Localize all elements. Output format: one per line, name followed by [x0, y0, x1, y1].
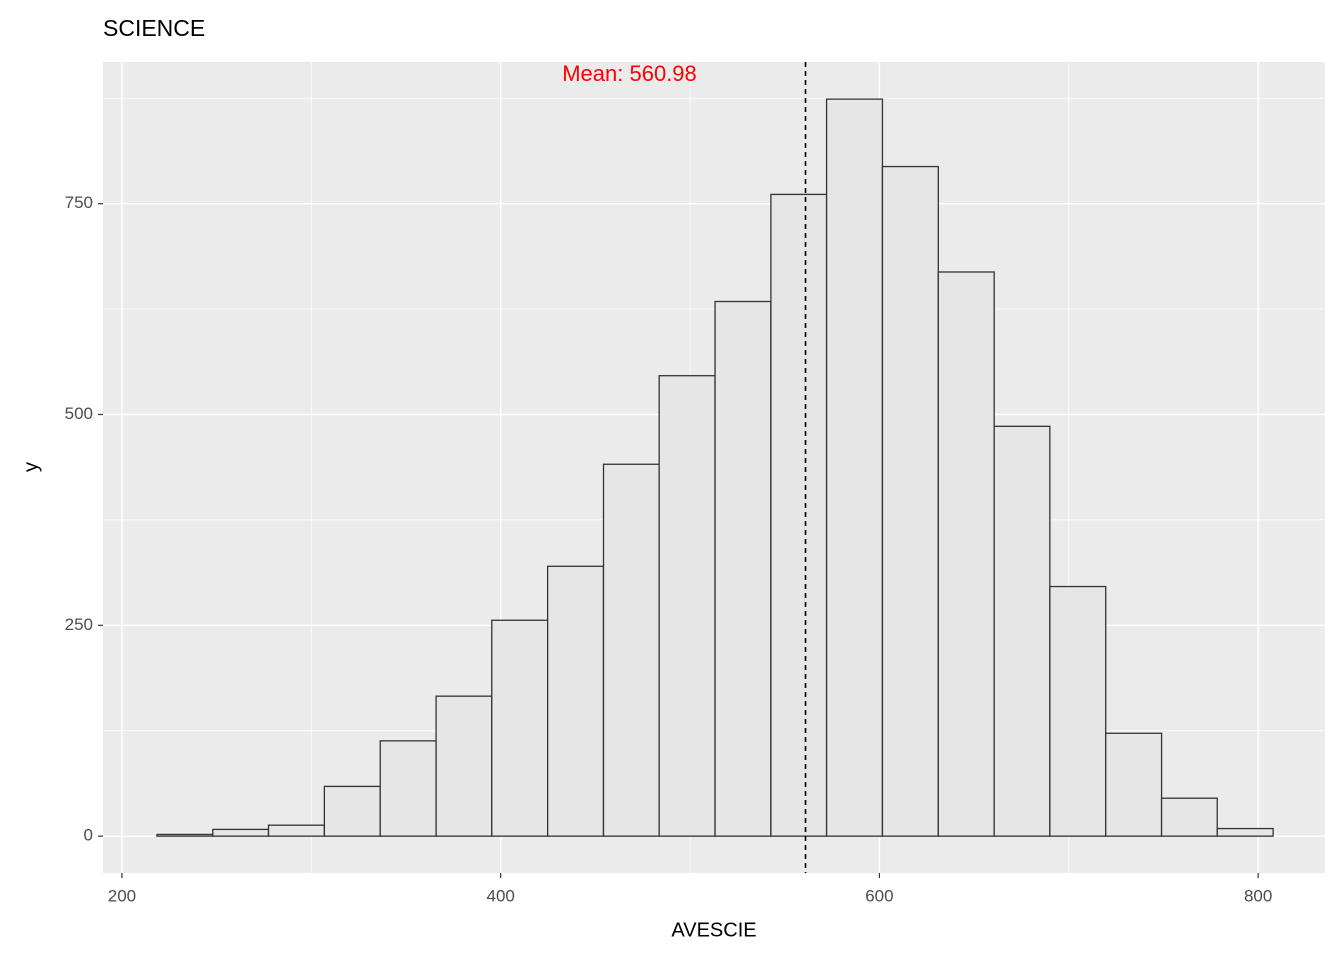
bar: [1105, 732, 1163, 837]
bar: [881, 165, 939, 837]
y-tick-label: 250: [65, 615, 93, 634]
bar: [770, 193, 828, 837]
bar: [825, 98, 884, 837]
x-tick-label: 800: [1244, 886, 1272, 905]
bar: [993, 425, 1051, 837]
bar: [937, 271, 995, 837]
y-tick-label: 500: [65, 404, 93, 423]
x-axis-title: AVESCIE: [671, 919, 756, 941]
bar: [1216, 827, 1274, 837]
bar: [156, 833, 214, 837]
bar: [658, 375, 716, 837]
y-tick-label: 0: [84, 826, 93, 845]
y-tick-label: 750: [65, 193, 93, 212]
mean-label: Mean: 560.98: [562, 61, 697, 86]
bar: [491, 619, 549, 837]
y-axis-title: y: [20, 462, 42, 472]
bar: [1049, 585, 1107, 837]
bar: [323, 785, 381, 837]
bar: [267, 824, 326, 837]
bar: [379, 740, 437, 837]
x-tick-label: 400: [486, 886, 514, 905]
chart-title: SCIENCE: [103, 15, 205, 41]
bar: [1160, 797, 1218, 837]
bar: [602, 463, 660, 837]
x-tick-label: 600: [865, 886, 893, 905]
x-tick-label: 200: [108, 886, 136, 905]
bar: [546, 565, 605, 837]
bar: [714, 300, 772, 837]
bar: [435, 695, 493, 837]
bar: [212, 828, 270, 837]
